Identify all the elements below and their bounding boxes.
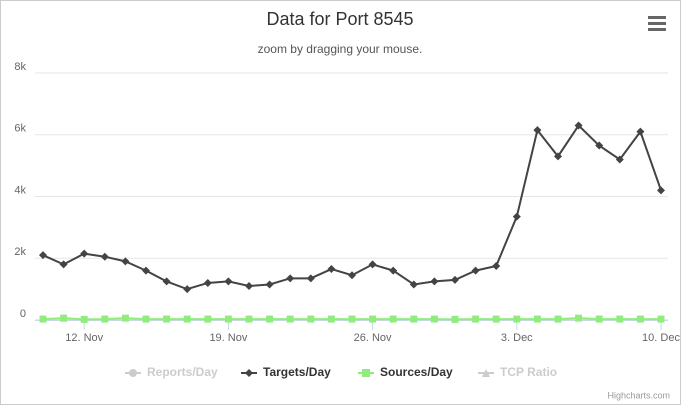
data-point [636,315,644,323]
data-point [471,266,480,275]
data-point [266,315,274,323]
menu-button[interactable] [648,16,666,31]
data-point [595,141,604,150]
y-tick-label: 0 [20,308,26,320]
legend-marker[interactable] [482,369,490,377]
data-point [162,277,171,286]
data-point [369,315,377,323]
data-point [389,266,398,275]
chart-subtitle: zoom by dragging your mouse. [258,42,423,56]
data-point [203,278,212,287]
data-point [286,315,294,323]
x-tick-label: 3. Dec [501,332,533,344]
data-point [533,126,542,135]
data-point [389,315,397,323]
data-point [121,314,129,322]
data-point [100,252,109,261]
data-point [80,315,88,323]
data-point [348,315,356,323]
data-point [327,315,335,323]
data-point [575,314,583,322]
data-point [224,277,233,286]
data-point [492,315,500,323]
data-point [59,260,68,269]
data-point [101,315,109,323]
y-tick-label: 4k [14,184,26,196]
data-point [245,315,253,323]
data-point [554,315,562,323]
x-tick-label: 10. Dec [642,332,680,344]
data-point [430,277,439,286]
data-point [636,127,645,136]
data-point [265,280,274,289]
data-point [513,315,521,323]
data-point [409,280,418,289]
data-point [306,274,315,283]
data-point [204,315,212,323]
data-point [430,315,438,323]
data-point [142,315,150,323]
data-point [368,260,377,269]
y-tick-label: 8k [14,61,26,73]
data-point [451,315,459,323]
data-point [39,251,47,260]
data-point [121,257,130,266]
legend-label[interactable]: Reports/Day [147,365,218,379]
data-point [142,266,150,275]
data-point [224,315,232,323]
data-point [163,315,171,323]
data-point [616,315,624,323]
data-point [327,265,336,274]
data-point [307,315,315,323]
x-tick-label: 26. Nov [354,332,392,344]
data-point [492,261,501,270]
data-point [39,315,47,323]
data-point [512,212,521,221]
data-point [554,152,562,161]
chart-title: Data for Port 8545 [266,9,413,29]
y-tick-label: 2k [14,246,26,258]
data-point [183,285,192,294]
data-point [348,271,356,280]
x-tick-label: 19. Nov [209,332,247,344]
legend-marker[interactable] [245,369,253,377]
data-point [657,186,665,195]
data-point [410,315,418,323]
menu-bar [648,16,666,19]
x-tick-label: 12. Nov [65,332,103,344]
data-point [183,315,191,323]
data-point [615,155,624,164]
data-point [451,275,459,284]
data-point [657,315,665,323]
y-tick-label: 6k [14,123,26,135]
credits[interactable]: Highcharts.com [607,390,670,400]
legend-label[interactable]: TCP Ratio [500,365,557,379]
data-point [533,315,541,323]
data-point [472,315,480,323]
menu-bar [648,28,666,31]
legend-marker[interactable] [362,369,370,377]
legend-label[interactable]: Sources/Day [380,365,453,379]
data-point [245,282,253,291]
data-point [595,315,603,323]
legend-label[interactable]: Targets/Day [263,365,331,379]
data-point [286,274,295,283]
data-point [60,314,68,322]
data-point [80,249,89,258]
data-point [574,121,583,130]
legend-marker[interactable] [129,369,137,377]
menu-bar [648,22,666,25]
